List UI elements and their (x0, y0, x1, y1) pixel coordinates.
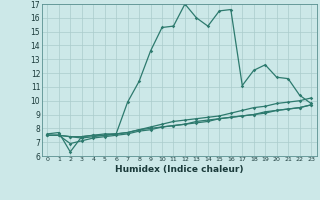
X-axis label: Humidex (Indice chaleur): Humidex (Indice chaleur) (115, 165, 244, 174)
